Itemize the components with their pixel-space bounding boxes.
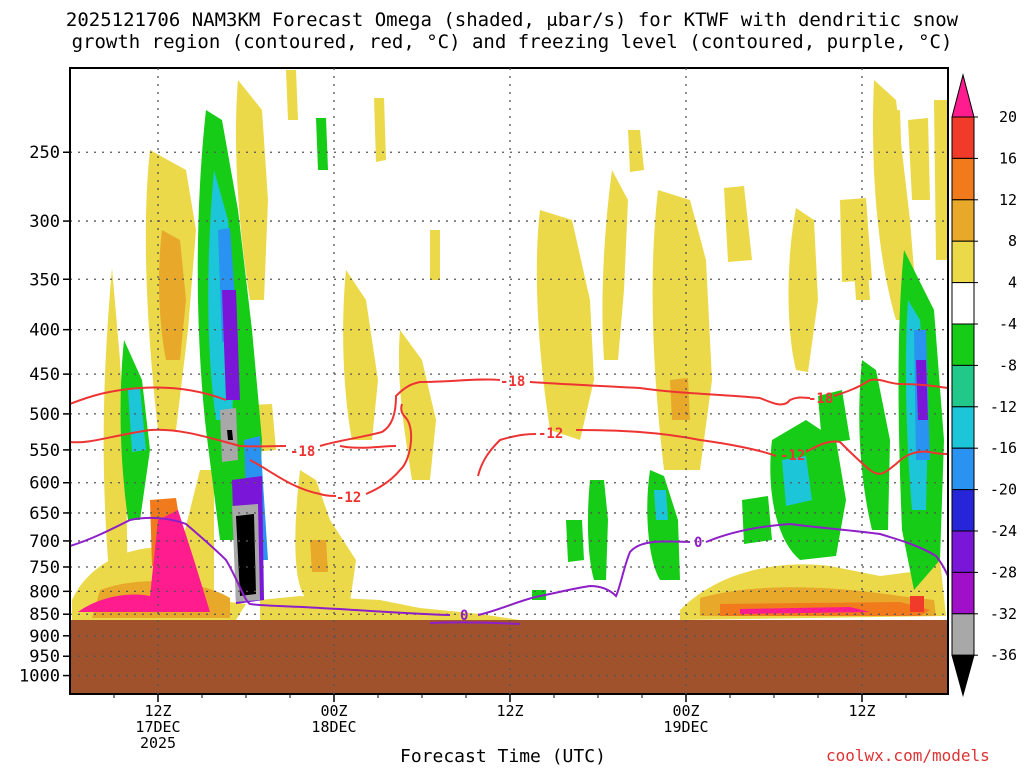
y-tick-label-650: 650: [29, 504, 60, 524]
y-tick-label-800: 800: [29, 582, 60, 602]
x-tick-label-0-0: 12Z: [144, 702, 171, 720]
y-tick-label-500: 500: [29, 405, 60, 425]
y-tick-label-450: 450: [29, 365, 60, 385]
source-credit: coolwx.com/models: [826, 746, 990, 765]
colorbar-bin: [951, 323, 975, 366]
y-tick-label-550: 550: [29, 441, 60, 461]
y-tick-label-900: 900: [29, 627, 60, 647]
y-tick-label-850: 850: [29, 605, 60, 625]
colorbar-label: 8: [1008, 232, 1017, 250]
x-axis-title: Forecast Time (UTC): [400, 746, 606, 767]
x-tick-label-3-1: 19DEC: [663, 718, 708, 736]
contour-label-dgz-18-c: -18: [808, 391, 833, 407]
colorbar-bin: [951, 240, 975, 284]
x-tick-label-1-0: 00Z: [320, 702, 347, 720]
colorbar-bin: [951, 571, 975, 615]
y-tick-label-750: 750: [29, 558, 60, 578]
colorbar-label: 16: [999, 149, 1017, 167]
colorbar-label: -36: [990, 646, 1017, 664]
colorbar-bin: [951, 613, 975, 656]
contour-label-dgz-18-a: -18: [290, 444, 315, 460]
x-tick-label-0-2: 2025: [140, 734, 176, 752]
y-tick-label-1000: 1000: [19, 667, 60, 687]
x-tick-label-4-0: 12Z: [848, 702, 875, 720]
x-tick-label-1-1: 18DEC: [311, 718, 356, 736]
colorbar-label: -24: [990, 522, 1017, 540]
colorbar-label: 12: [999, 191, 1017, 209]
omega-colorbar: 20 16 12 8 4 -4 -8 -12 -16 -20 -24 -28 -32 -36: [951, 73, 1017, 698]
y-tick-label-300: 300: [29, 212, 60, 232]
y-tick-label-350: 350: [29, 270, 60, 290]
x-tick-label-0-1: 17DEC: [135, 718, 180, 736]
y-tick-label-250: 250: [29, 143, 60, 163]
chart-title-line1: 2025121706 NAM3KM Forecast Omega (shaded…: [65, 9, 959, 31]
colorbar-label: -28: [990, 563, 1017, 581]
colorbar-label: -32: [990, 605, 1017, 623]
colorbar-label: 4: [1008, 274, 1017, 292]
y-tick-label-600: 600: [29, 474, 60, 494]
colorbar-bin: [951, 282, 975, 325]
colorbar-label: -8: [999, 356, 1017, 374]
colorbar-bin: [951, 73, 975, 118]
x-tick-label-2-0: 12Z: [496, 702, 523, 720]
chart-title-line2: growth region (contoured, red, °C) and f…: [71, 31, 953, 53]
dgz-contours: [70, 378, 948, 497]
contour-label-dgz-12-a: -12: [336, 490, 361, 506]
plot-frame: [69, 67, 949, 695]
colorbar-bin: [951, 364, 975, 408]
terrain-ground: [70, 620, 948, 694]
colorbar-bin: [951, 116, 975, 159]
contour-label-frz-0-b: 0: [694, 535, 702, 551]
y-tick-label-950: 950: [29, 647, 60, 667]
colorbar-label: -12: [990, 398, 1017, 416]
y-tick-label-700: 700: [29, 532, 60, 552]
contour-label-dgz-12-c: -12: [780, 448, 805, 464]
colorbar-label: -4: [999, 315, 1017, 333]
contour-label-dgz-18-b: -18: [500, 374, 525, 390]
colorbar-label: -20: [990, 481, 1017, 499]
colorbar-bin: [951, 447, 975, 491]
freezing-level-contours: [70, 516, 948, 625]
contour-label-frz-0-a: 0: [460, 608, 468, 624]
colorbar-bin: [951, 530, 975, 573]
colorbar-label: 20: [999, 108, 1017, 126]
pressure-axis-labels: 2503003504004505005506006507007508008509…: [19, 143, 70, 687]
contour-labels: -18 -18 -18 -12 -12 -12 0 0: [290, 374, 833, 624]
colorbar-label: -16: [990, 439, 1017, 457]
contour-label-dgz-12-b: -12: [538, 426, 563, 442]
colorbar-bin: [951, 157, 975, 201]
x-tick-label-3-0: 00Z: [672, 702, 699, 720]
colorbar-bin: [951, 489, 975, 532]
colorbar-bin: [951, 406, 975, 449]
y-tick-label-400: 400: [29, 321, 60, 341]
colorbar-bin: [951, 199, 975, 242]
colorbar-bin: [951, 654, 975, 698]
